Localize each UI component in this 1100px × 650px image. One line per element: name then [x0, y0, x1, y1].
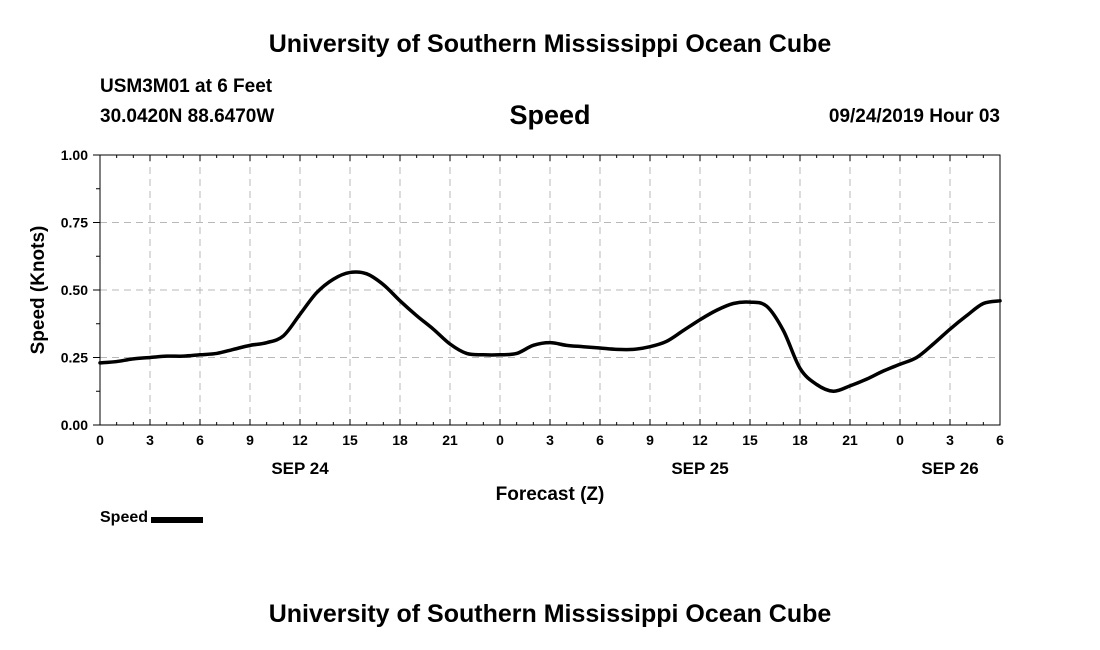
- x-date-label: SEP 25: [671, 459, 728, 478]
- x-tick-label: 18: [792, 432, 808, 448]
- page-title: University of Southern Mississippi Ocean…: [268, 30, 832, 58]
- x-tick-label: 0: [496, 432, 504, 448]
- x-tick-label: 9: [646, 432, 654, 448]
- y-tick-label: 1.00: [61, 147, 88, 163]
- x-tick-label: 12: [292, 432, 308, 448]
- x-tick-label: 15: [742, 432, 758, 448]
- coordinates-label: 30.0420N 88.6470W: [100, 106, 275, 127]
- x-tick-label: 21: [442, 432, 458, 448]
- x-tick-label: 3: [146, 432, 154, 448]
- x-tick-label: 15: [342, 432, 358, 448]
- x-date-label: SEP 26: [921, 459, 978, 478]
- plot-frame: [99, 154, 1001, 426]
- legend-label-speed: Speed: [100, 509, 149, 526]
- footer-title: University of Southern Mississippi Ocean…: [268, 600, 832, 628]
- y-tick-label: 0.00: [61, 417, 88, 433]
- x-tick-label: 18: [392, 432, 408, 448]
- x-axis-title: Forecast (Z): [496, 484, 605, 505]
- station-label: USM3M01 at 6 Feet: [100, 76, 273, 97]
- y-tick-label: 0.50: [61, 282, 88, 298]
- x-tick-label: 3: [946, 432, 954, 448]
- legend: Speed: [100, 509, 204, 527]
- chart-title: Speed: [509, 100, 591, 130]
- x-tick-label: 6: [996, 432, 1004, 448]
- legend-swatch-speed: [151, 516, 204, 523]
- x-tick-label: 21: [842, 432, 858, 448]
- x-tick-label: 0: [896, 432, 904, 448]
- x-tick-label: 3: [546, 432, 554, 448]
- x-tick-label: 6: [596, 432, 604, 448]
- x-tick-label: 12: [692, 432, 708, 448]
- y-tick-label: 0.25: [61, 350, 88, 366]
- y-axis-title: Speed (Knots): [28, 226, 49, 355]
- datetime-label: 09/24/2019 Hour 03: [828, 106, 1000, 127]
- y-tick-label: 0.75: [61, 215, 88, 231]
- x-tick-label: 6: [196, 432, 204, 448]
- x-tick-label: 9: [246, 432, 254, 448]
- x-tick-label: 0: [96, 432, 104, 448]
- x-date-label: SEP 24: [271, 459, 329, 478]
- series-line-speed: [98, 270, 1002, 393]
